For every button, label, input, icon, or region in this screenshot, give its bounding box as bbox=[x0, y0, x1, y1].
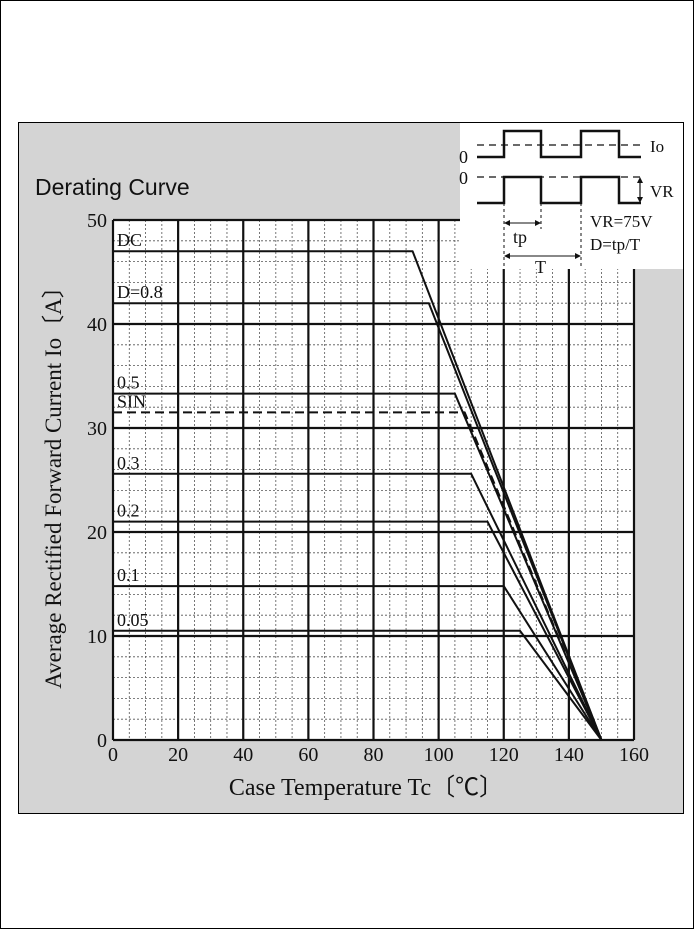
y-tick-label: 40 bbox=[87, 314, 107, 336]
series-line bbox=[113, 302, 603, 741]
inset-io-label: Io bbox=[650, 137, 664, 156]
io-waveform bbox=[477, 129, 641, 159]
x-tick-label: 80 bbox=[364, 744, 384, 766]
series-label: D=0.8 bbox=[117, 282, 163, 302]
series-group bbox=[113, 250, 603, 741]
y-tick-label: 30 bbox=[87, 418, 107, 440]
chart-panel: DC D=0.8 0.5 SIN 0.3 0.2 0.1 0.05 0 20 40 60 80 100 1… bbox=[18, 122, 684, 814]
tp-arrow-left bbox=[504, 220, 510, 226]
x-tick-label: 140 bbox=[554, 744, 584, 766]
series-line bbox=[113, 472, 603, 741]
inset-background bbox=[460, 123, 683, 269]
series-label: 0.05 bbox=[117, 610, 149, 630]
series-label: 0.1 bbox=[117, 565, 140, 585]
series-label: DC bbox=[117, 230, 142, 250]
y-tick-label: 20 bbox=[87, 522, 107, 544]
t-arrow-left bbox=[504, 253, 510, 259]
y-tick-label: 50 bbox=[87, 210, 107, 232]
x-tick-label: 120 bbox=[489, 744, 519, 766]
pulse-inset: 0 Io 0 VR tp T VR=75V D=tp/T bbox=[459, 123, 683, 277]
x-tick-label: 20 bbox=[168, 744, 188, 766]
t-arrow-right bbox=[575, 253, 581, 259]
inset-vr-value: VR=75V bbox=[590, 212, 653, 231]
inset-zero-top: 0 bbox=[459, 147, 468, 167]
series-line bbox=[113, 629, 603, 741]
inset-vr-label: VR bbox=[650, 182, 674, 201]
inset-zero-bottom: 0 bbox=[459, 168, 468, 188]
inset-tp-label: tp bbox=[513, 227, 527, 247]
series-line bbox=[113, 411, 603, 741]
series-label: 0.3 bbox=[117, 453, 140, 473]
vr-waveform bbox=[477, 175, 641, 205]
x-tick-label: 100 bbox=[424, 744, 454, 766]
inset-d-formula: D=tp/T bbox=[590, 235, 641, 254]
tick-labels: 0 20 40 60 80 100 120 140 160 0 10 20 30 40 50 bbox=[87, 210, 649, 766]
chart-title: Derating Curve bbox=[35, 174, 190, 200]
x-tick-label: 60 bbox=[298, 744, 318, 766]
x-tick-label: 160 bbox=[619, 744, 649, 766]
vr-arrow-down bbox=[637, 197, 643, 203]
y-tick-label: 10 bbox=[87, 626, 107, 648]
series-line bbox=[113, 585, 603, 741]
inset-t-label: T bbox=[535, 257, 546, 277]
series-label: 0.5 bbox=[117, 373, 140, 393]
x-tick-label: 40 bbox=[233, 744, 253, 766]
series-label: 0.2 bbox=[117, 501, 140, 521]
tp-arrow-right bbox=[535, 220, 541, 226]
series-label: SIN bbox=[117, 391, 146, 411]
series-line bbox=[113, 250, 603, 741]
y-tick-label: 0 bbox=[97, 730, 107, 752]
y-axis-label: Average Rectified Forward Current Io〔A〕 bbox=[41, 275, 66, 688]
x-tick-label: 0 bbox=[108, 744, 118, 766]
x-axis-label: Case Temperature Tc〔℃〕 bbox=[229, 775, 503, 801]
series-line bbox=[113, 520, 603, 741]
vr-arrow-up bbox=[637, 177, 643, 183]
